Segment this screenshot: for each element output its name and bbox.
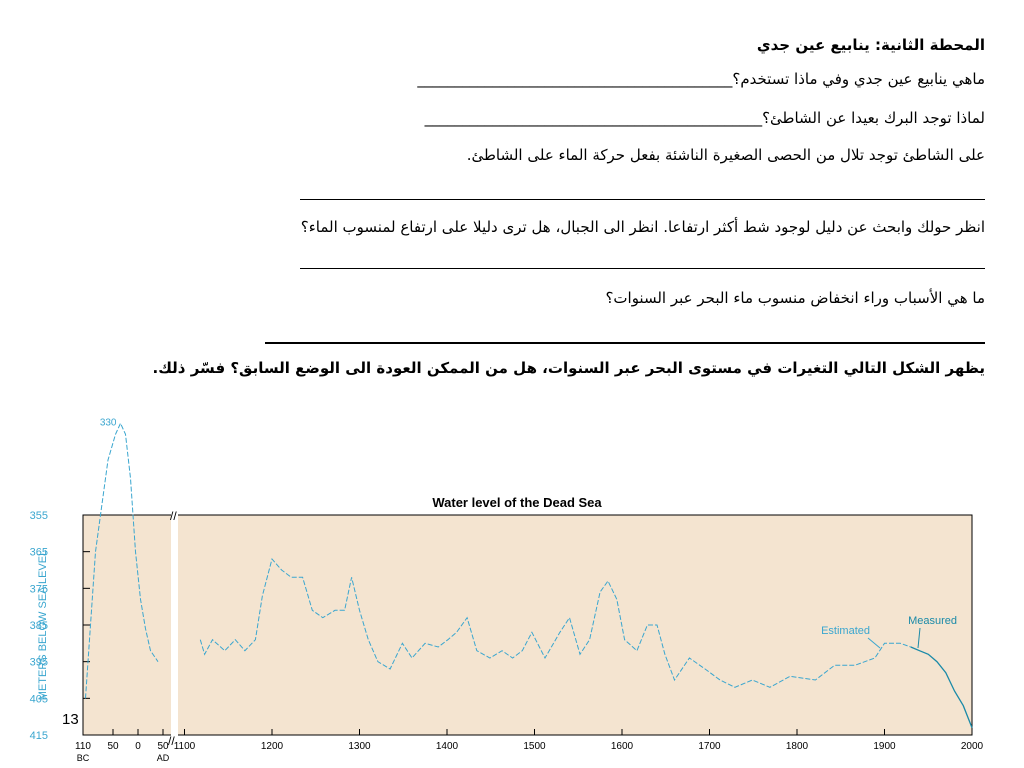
question: ما هي الأسباب وراء انخفاض منسوب ماء البح… (605, 289, 985, 307)
y-tick-label: 405 (30, 693, 48, 705)
x-tick-label: 1300 (348, 741, 371, 752)
page-number: 13 (62, 711, 79, 728)
question: ماهي ينابيع عين جدي وفي ماذا تستخدم؟____… (417, 70, 985, 88)
line-series (910, 646, 973, 728)
y-tick-label: 415 (30, 730, 48, 742)
answer-line (265, 342, 985, 344)
heading: المحطة الثانية: ينابيع عين جدي (756, 36, 985, 54)
x-tick-label: 1900 (873, 741, 896, 752)
leader-line (867, 637, 881, 649)
y-tick-label: 365 (30, 547, 48, 559)
y-tick-label: 355 (30, 510, 48, 522)
break-mark: // (170, 509, 177, 523)
x-tick-label: 110 (75, 741, 91, 752)
line-series (85, 422, 159, 699)
question: لماذا توجد البرك بعيدا عن الشاطئ؟_______… (424, 109, 985, 127)
y-tick-label: 375 (30, 583, 48, 595)
x-tick-label: 1700 (698, 741, 721, 752)
x-tick-label: 0 (135, 741, 141, 752)
answer-line (300, 199, 985, 200)
y-tick-label: 395 (30, 657, 48, 669)
x-tick-label: 50 (157, 741, 169, 752)
axis-break (171, 508, 178, 748)
x-tick-label: 2000 (961, 741, 984, 752)
era-label: BC (77, 753, 90, 763)
question: على الشاطئ توجد تلال من الحصى الصغيرة ال… (466, 146, 985, 164)
y-axis-label: METERS BELOW SEA LEVEL (37, 550, 49, 700)
x-tick-label: 1800 (786, 741, 809, 752)
x-tick-label: 50 (107, 741, 119, 752)
series-label: Measured (908, 615, 957, 627)
answer-line (300, 268, 985, 269)
x-tick-label: 1500 (523, 741, 546, 752)
x-tick-label: 1400 (436, 741, 459, 752)
chart-question: يظهر الشكل التالي التغيرات في مستوى البح… (152, 359, 986, 377)
x-tick-label: 1100 (174, 741, 196, 752)
era-label: AD (157, 753, 170, 763)
chart-title: Water level of the Dead Sea (432, 495, 602, 510)
x-tick-label: 1200 (261, 741, 284, 752)
plot-area (82, 514, 973, 736)
break-mark: // (168, 734, 175, 748)
series-label: Estimated (821, 625, 870, 637)
question: انظر حولك وابحث عن دليل لوجود شط أكثر ار… (300, 218, 985, 236)
y-tick-label: 385 (30, 620, 48, 632)
x-tick-label: 1600 (611, 741, 634, 752)
leader-line (917, 627, 921, 649)
line-series (199, 557, 911, 688)
peak-label: 330 (100, 417, 117, 428)
